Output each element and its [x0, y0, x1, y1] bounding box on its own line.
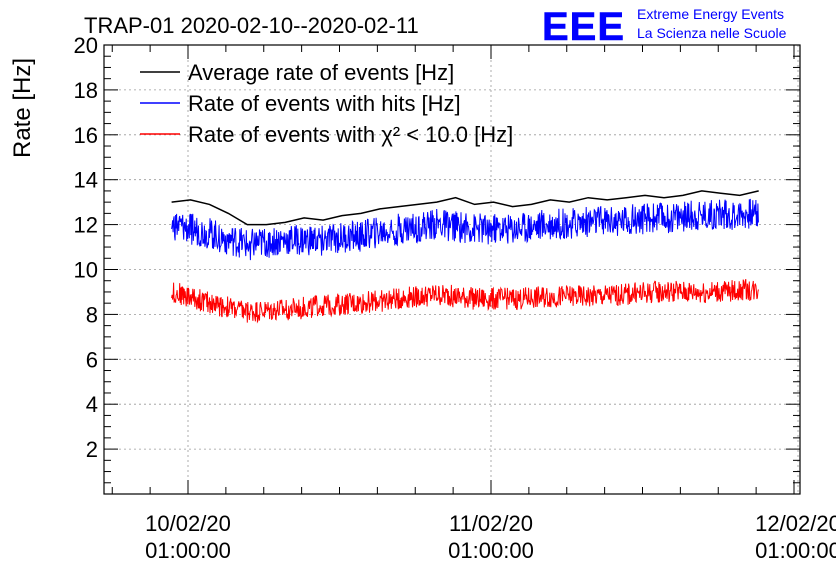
x-tick-date: 12/02/20	[755, 511, 836, 536]
series-line-2	[171, 278, 759, 324]
axes: 246810121416182010/02/2001:00:0011/02/20…	[74, 33, 836, 563]
series-line-0	[171, 190, 759, 226]
legend-label: Rate of events with χ² < 10.0 [Hz]	[188, 122, 513, 147]
x-tick-time: 01:00:00	[448, 538, 534, 563]
y-tick-label: 6	[86, 347, 98, 372]
series-layer	[171, 190, 759, 324]
y-tick-label: 8	[86, 302, 98, 327]
x-tick-date: 10/02/20	[145, 511, 231, 536]
legend: Average rate of events [Hz] Rate of event…	[140, 60, 513, 147]
y-tick-label: 20	[74, 33, 98, 58]
chart-title: TRAP-01 2020-02-10--2020-02-11	[84, 13, 419, 38]
logo-line2: La Scienza nelle Scuole	[637, 25, 787, 41]
y-tick-label: 16	[74, 123, 98, 148]
x-tick-date: 11/02/20	[449, 511, 533, 536]
legend-label: Rate of events with hits [Hz]	[188, 91, 461, 116]
y-tick-label: 12	[74, 213, 98, 238]
y-tick-label: 4	[86, 392, 98, 417]
x-tick-time: 01:00:00	[145, 538, 231, 563]
y-tick-label: 18	[74, 78, 98, 103]
x-tick-time: 01:00:00	[755, 538, 836, 563]
y-axis-label: Rate [Hz]	[9, 58, 36, 158]
series-line-1	[171, 198, 759, 261]
legend-label: Average rate of events [Hz]	[188, 60, 454, 85]
y-tick-label: 14	[74, 168, 98, 193]
y-tick-label: 2	[86, 437, 98, 462]
logo-mark: EEE	[542, 5, 625, 49]
eee-logo: EEE Extreme Energy Events La Scienza nel…	[542, 5, 787, 50]
logo-line1: Extreme Energy Events	[637, 6, 784, 22]
y-tick-label: 10	[74, 258, 98, 283]
